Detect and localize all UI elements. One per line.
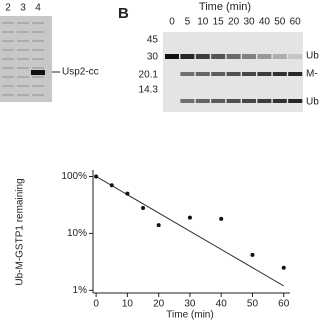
gel-band bbox=[32, 58, 44, 60]
gel-band bbox=[2, 49, 14, 51]
gel-band bbox=[32, 85, 44, 87]
gel-band bbox=[17, 40, 29, 42]
x-tick-label: 40 bbox=[216, 299, 228, 310]
gel-band bbox=[31, 70, 45, 75]
gel-band bbox=[2, 76, 14, 78]
gel-band bbox=[17, 58, 29, 60]
gel-band bbox=[242, 72, 256, 76]
gel-band bbox=[195, 54, 210, 59]
gel-band bbox=[288, 99, 303, 103]
mw-marker: 30 bbox=[147, 52, 159, 63]
gel-band bbox=[226, 99, 241, 103]
data-point bbox=[156, 223, 161, 228]
gel-band bbox=[32, 76, 44, 78]
y-axis-label: Ub-M-GSTP1 remaining bbox=[15, 178, 26, 285]
gel-band bbox=[211, 99, 226, 103]
lane-label: 20 bbox=[228, 17, 240, 28]
gel-band bbox=[288, 72, 303, 76]
gel-band bbox=[211, 54, 226, 59]
lane-label: 0 bbox=[169, 17, 175, 28]
band-label: Ub bbox=[306, 51, 319, 62]
gel-band bbox=[2, 67, 14, 69]
panel-label: B bbox=[118, 5, 129, 22]
data-point bbox=[219, 216, 224, 221]
gel-band bbox=[32, 67, 44, 69]
data-point bbox=[109, 183, 114, 188]
mw-marker: 45 bbox=[147, 35, 159, 46]
y-tick-label: 100% bbox=[61, 171, 87, 182]
mw-marker: 14.3 bbox=[139, 85, 159, 96]
lane-label: 5 bbox=[185, 17, 191, 28]
gel-band bbox=[2, 94, 14, 96]
lane-label: 15 bbox=[213, 17, 225, 28]
gel-band bbox=[32, 22, 44, 24]
data-point bbox=[187, 215, 192, 220]
gel-band bbox=[17, 76, 29, 78]
gel-band bbox=[195, 99, 210, 103]
time-label: Time (min) bbox=[199, 1, 251, 13]
band-label: Usp2-cc bbox=[62, 67, 99, 78]
data-point bbox=[141, 205, 146, 210]
lane-label: 2 bbox=[5, 3, 11, 14]
band-label: M- bbox=[306, 69, 318, 80]
gel-band bbox=[32, 94, 44, 96]
gel-band bbox=[17, 94, 29, 96]
gel-band bbox=[32, 49, 44, 51]
trend-line bbox=[95, 176, 284, 287]
lane-label: 60 bbox=[290, 17, 302, 28]
gel-band bbox=[17, 22, 29, 24]
gel-band bbox=[180, 72, 195, 76]
y-tick-label: 1% bbox=[73, 285, 88, 296]
data-point bbox=[94, 174, 99, 179]
gel-band bbox=[257, 54, 272, 59]
gel-band bbox=[211, 72, 226, 76]
lane-label: 40 bbox=[259, 17, 271, 28]
gel-band bbox=[195, 72, 210, 76]
gel-band bbox=[32, 40, 44, 42]
gel-band bbox=[17, 31, 29, 33]
gel-band bbox=[32, 31, 44, 33]
gel-band bbox=[2, 85, 14, 87]
gel-band bbox=[272, 99, 287, 103]
lane-label: 3 bbox=[20, 3, 26, 14]
gel-band bbox=[257, 72, 272, 76]
gel-band bbox=[165, 54, 179, 59]
gel-band bbox=[2, 31, 14, 33]
gel-band bbox=[17, 85, 29, 87]
mw-marker: 20.1 bbox=[139, 70, 159, 81]
data-point bbox=[125, 191, 130, 196]
data-point bbox=[281, 265, 286, 270]
gel-band bbox=[2, 40, 14, 42]
x-tick-label: 10 bbox=[122, 299, 134, 310]
lane-label: 4 bbox=[35, 3, 41, 14]
gel-band bbox=[2, 22, 14, 24]
gel-band bbox=[242, 99, 256, 103]
y-tick-label: 10% bbox=[67, 228, 87, 239]
gel-band bbox=[272, 54, 287, 59]
gel-band bbox=[180, 54, 195, 59]
lane-label: 10 bbox=[197, 17, 209, 28]
x-tick-label: 30 bbox=[184, 299, 196, 310]
gel-band bbox=[17, 67, 29, 69]
gel-band bbox=[2, 58, 14, 60]
gel-band bbox=[17, 49, 29, 51]
gel-band bbox=[288, 54, 303, 59]
x-tick-label: 50 bbox=[247, 299, 259, 310]
x-tick-label: 0 bbox=[93, 299, 99, 310]
x-axis-label: Time (min) bbox=[166, 310, 213, 320]
x-tick-label: 20 bbox=[153, 299, 165, 310]
lane-label: 50 bbox=[274, 17, 286, 28]
lane-label: 30 bbox=[243, 17, 255, 28]
band-label: Ub bbox=[306, 97, 319, 108]
gel-band bbox=[180, 99, 195, 103]
gel-band bbox=[257, 99, 272, 103]
gel-band bbox=[226, 72, 241, 76]
x-tick-label: 60 bbox=[278, 299, 290, 310]
gel-band bbox=[242, 54, 256, 59]
data-point bbox=[250, 252, 255, 257]
gel-band bbox=[272, 72, 287, 76]
gel-band bbox=[226, 54, 241, 59]
